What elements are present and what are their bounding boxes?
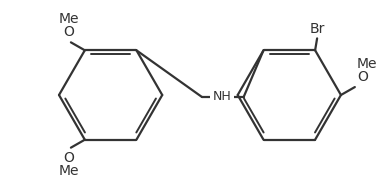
Text: O: O [64, 151, 74, 165]
Text: Me: Me [357, 57, 377, 71]
Text: Me: Me [59, 12, 79, 27]
Text: O: O [357, 70, 368, 84]
Text: O: O [64, 25, 74, 39]
Text: NH: NH [212, 91, 231, 104]
Text: Me: Me [59, 163, 79, 178]
Text: Br: Br [309, 22, 325, 36]
